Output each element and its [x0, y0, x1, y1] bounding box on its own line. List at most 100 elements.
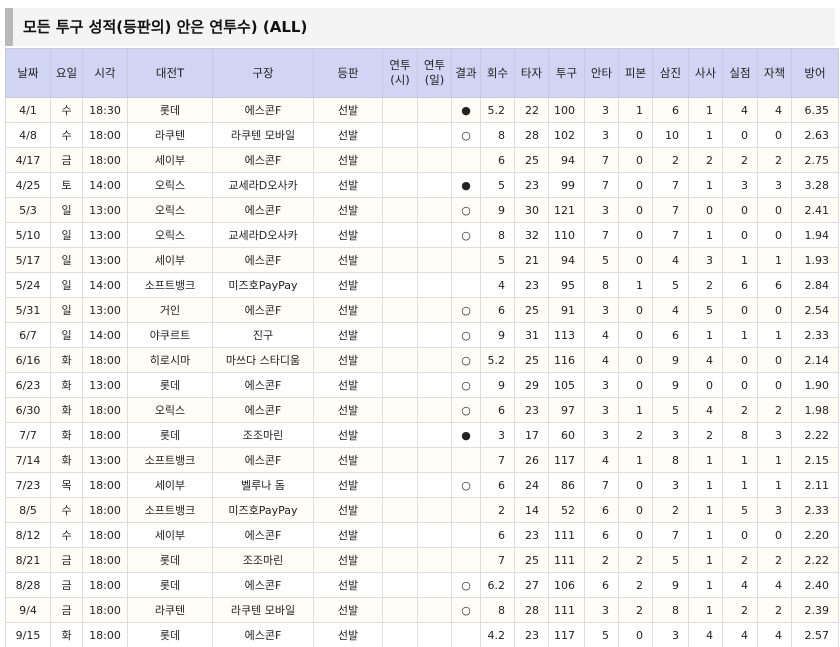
table-cell: 0	[757, 197, 792, 223]
table-cell: 거인	[127, 297, 213, 323]
table-cell: 25	[514, 347, 549, 373]
table-cell: 세이부	[127, 472, 213, 498]
table-cell: 10	[652, 122, 689, 148]
table-cell: 8	[584, 272, 619, 298]
table-cell	[417, 147, 452, 173]
table-cell: 4	[584, 447, 619, 473]
table-cell: 에스콘F	[212, 372, 314, 398]
table-cell: 2	[688, 422, 723, 448]
table-cell: 오릭스	[127, 397, 213, 423]
table-cell	[417, 172, 452, 198]
table-cell	[382, 422, 418, 448]
table-row: 5/31 일 13:00 거인 에스콘F 선발 ○ 6 25 91 3 0 4 5 0 0 2.54	[5, 297, 839, 323]
table-cell: 4.2	[480, 622, 515, 647]
table-cell	[451, 247, 481, 273]
table-cell: 0	[722, 297, 758, 323]
table-cell: 일	[50, 197, 83, 223]
table-cell: 2.20	[791, 522, 839, 548]
table-cell: 선발	[313, 622, 383, 647]
table-cell: 에스콘F	[212, 572, 314, 598]
table-cell: 28	[514, 122, 549, 148]
table-cell: 선발	[313, 372, 383, 398]
table-cell	[451, 447, 481, 473]
table-cell	[382, 147, 418, 173]
table-row: 9/4 금 18:00 라쿠텐 라쿠텐 모바일 선발 ○ 8 28 111 3 2 8 1 2 2 2.39	[5, 597, 839, 623]
table-cell: 6	[584, 572, 619, 598]
table-cell: 14:00	[82, 272, 128, 298]
table-cell	[417, 222, 452, 248]
table-cell: 1	[688, 472, 723, 498]
table-cell: 6	[480, 397, 515, 423]
table-cell: 미즈호PayPay	[212, 272, 314, 298]
table-cell: 선발	[313, 522, 383, 548]
table-cell	[382, 122, 418, 148]
table-cell: 2.54	[791, 297, 839, 323]
table-cell: 2.11	[791, 472, 839, 498]
page-title: 모든 투구 성적(등판의) 안은 연투수) (ALL)	[5, 8, 835, 46]
column-header: 회수	[480, 48, 515, 98]
table-cell: 조조마린	[212, 547, 314, 573]
table-cell	[382, 522, 418, 548]
table-row: 5/3 일 13:00 오릭스 에스콘F 선발 ○ 9 30 121 3 0 7 0 0 0 2.41	[5, 197, 839, 223]
table-cell: 111	[548, 522, 585, 548]
table-cell: 1	[618, 447, 653, 473]
table-cell	[382, 347, 418, 373]
table-cell	[382, 297, 418, 323]
table-cell: 7	[584, 172, 619, 198]
table-cell: 3	[480, 422, 515, 448]
table-cell: 102	[548, 122, 585, 148]
table-cell: 1	[688, 222, 723, 248]
table-cell: 52	[548, 497, 585, 523]
table-cell: 4	[652, 247, 689, 273]
table-cell: ○	[451, 122, 481, 148]
table-cell: 일	[50, 297, 83, 323]
table-cell: 99	[548, 172, 585, 198]
table-cell: 9	[652, 572, 689, 598]
table-cell: 113	[548, 322, 585, 348]
table-cell: 0	[688, 372, 723, 398]
table-cell	[451, 622, 481, 647]
table-cell: 1	[757, 447, 792, 473]
table-cell: 7	[584, 222, 619, 248]
table-cell: 8/28	[5, 572, 51, 598]
table-cell: 0	[618, 372, 653, 398]
column-header: 요일	[50, 48, 83, 98]
table-cell: 5	[652, 547, 689, 573]
table-cell: 수	[50, 97, 83, 123]
table-cell: 일	[50, 322, 83, 348]
table-cell: 111	[548, 597, 585, 623]
table-cell: 2	[722, 547, 758, 573]
table-row: 8/28 금 18:00 롯데 에스콘F 선발 ○ 6.2 27 106 6 2 9 1 4 4 2.40	[5, 572, 839, 598]
table-cell: 7	[652, 222, 689, 248]
table-cell: 금	[50, 147, 83, 173]
table-cell: ●	[451, 172, 481, 198]
table-cell: 4	[722, 622, 758, 647]
table-cell	[417, 397, 452, 423]
table-cell: 1.98	[791, 397, 839, 423]
table-cell: 4	[757, 572, 792, 598]
table-row: 9/15 화 18:00 롯데 에스콘F 선발 4.2 23 117 5 0 3 4 4 4 2.57	[5, 622, 839, 647]
table-cell: 1	[722, 322, 758, 348]
table-cell: 교세라D오사카	[212, 172, 314, 198]
table-cell: 18:00	[82, 547, 128, 573]
table-row: 6/23 화 13:00 롯데 에스콘F 선발 ○ 9 29 105 3 0 9 0 0 0 1.90	[5, 372, 839, 398]
table-cell: 5.2	[480, 97, 515, 123]
header-row: 날짜 요일 시각 대전T 구장 등판 연투 (시) 연투 (일) 결과 회수 타자 투구 안타 피본 삼진 사…	[5, 48, 839, 98]
table-cell	[382, 172, 418, 198]
table-row: 4/25 토 14:00 오릭스 교세라D오사카 선발 ● 5 23 99 7 0 7 1 3 3 3.28	[5, 172, 839, 198]
table-cell	[382, 597, 418, 623]
table-cell: 0	[618, 472, 653, 498]
column-header: 등판	[313, 48, 383, 98]
table-cell: 화	[50, 397, 83, 423]
table-cell: 8/5	[5, 497, 51, 523]
table-cell: 7	[480, 547, 515, 573]
table-cell: 5/3	[5, 197, 51, 223]
table-cell: 5.2	[480, 347, 515, 373]
table-cell: 선발	[313, 97, 383, 123]
table-cell: 1	[757, 322, 792, 348]
table-cell: 0	[722, 122, 758, 148]
table-cell: 1	[618, 272, 653, 298]
table-cell: 4/8	[5, 122, 51, 148]
table-cell: 0	[618, 622, 653, 647]
table-cell: 2.39	[791, 597, 839, 623]
